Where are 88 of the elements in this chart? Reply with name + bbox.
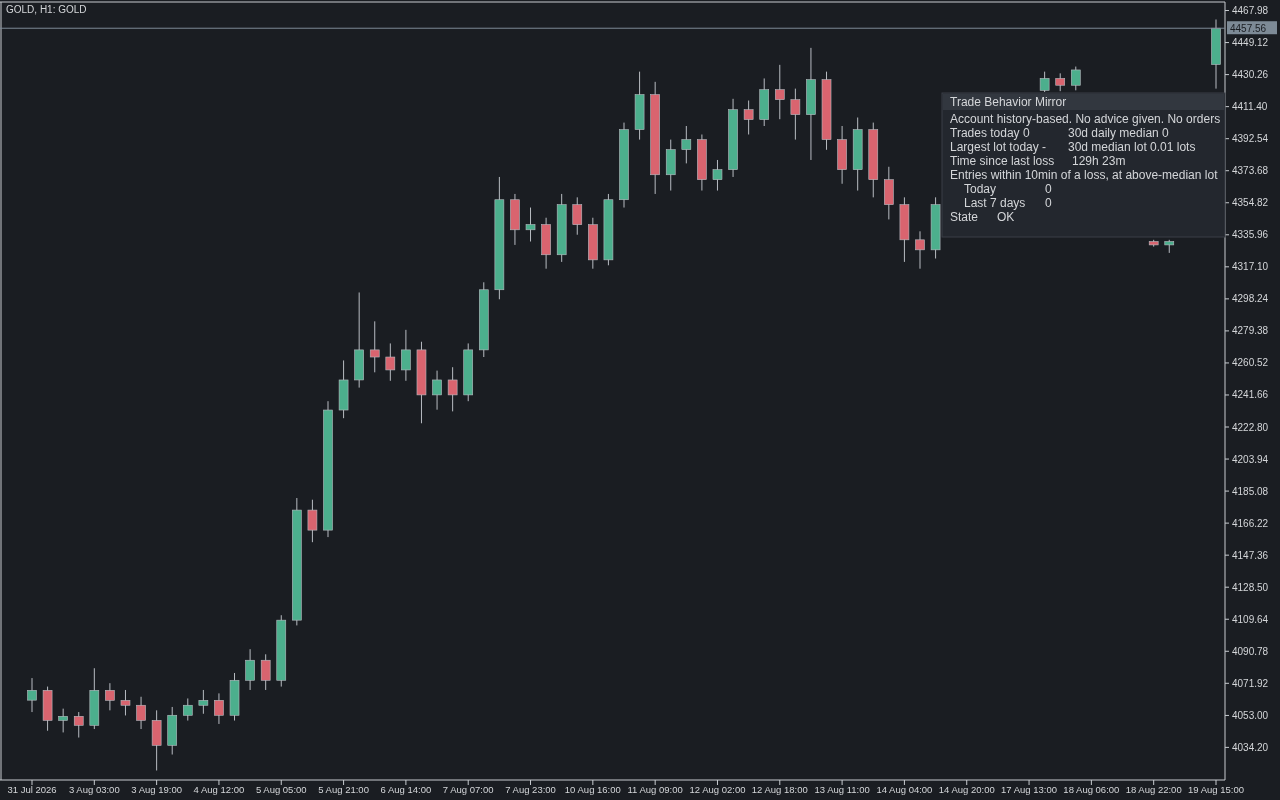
- annotation: Largest lot today -: [950, 140, 1047, 154]
- candlestick: [525, 207, 536, 243]
- x-tick-label: 17 Aug 13:00: [1001, 784, 1058, 795]
- chart-title: GOLD, H1: GOLD: [6, 4, 87, 15]
- x-tick-label: 14 Aug 20:00: [938, 784, 995, 795]
- candlestick: [774, 64, 785, 120]
- annotation: Account history-based. No advice given. No orders: [950, 112, 1221, 126]
- y-tick-label: 4392.54: [1232, 133, 1269, 145]
- y-tick-label: 4335.96: [1232, 229, 1269, 241]
- y-tick-label: 4109.64: [1232, 613, 1269, 625]
- y-tick-label: 4147.36: [1232, 549, 1269, 561]
- y-tick-label: 4279.38: [1232, 325, 1269, 337]
- candlestick: [120, 689, 131, 716]
- candlestick: [27, 677, 37, 713]
- ref-line-label: 4457.56: [1230, 22, 1267, 34]
- candlestick: [447, 366, 458, 412]
- candlestick: [1070, 66, 1081, 91]
- annotation: State: [950, 210, 979, 224]
- candlestick: [214, 692, 224, 725]
- candlestick: [712, 159, 723, 192]
- y-tick-label: 4128.50: [1232, 581, 1269, 593]
- annotation: OK: [997, 210, 1015, 224]
- annotation: 0: [1045, 196, 1052, 210]
- x-tick-label: 7 Aug 23:00: [505, 784, 556, 795]
- candlestick: [260, 653, 271, 691]
- candlestick: [136, 696, 146, 730]
- x-tick-label: 31 Jul 2026: [7, 784, 57, 795]
- candlestick: [743, 100, 754, 135]
- annotation: Today: [964, 182, 997, 196]
- y-tick-label: 4411.40: [1232, 101, 1268, 113]
- candlestick: [790, 88, 801, 141]
- candlestick: [182, 697, 193, 722]
- y-tick-label: 4298.24: [1232, 293, 1269, 305]
- candlestick: [432, 370, 442, 411]
- x-tick-label: 6 Aug 14:00: [380, 784, 432, 795]
- candlestick: [369, 320, 380, 373]
- candlestick: [1039, 71, 1050, 93]
- x-tick-label: 5 Aug 21:00: [318, 784, 369, 795]
- x-tick-label: 3 Aug 19:00: [131, 784, 182, 795]
- x-tick-label: 11 Aug 09:00: [627, 784, 683, 795]
- y-tick-label: 4203.94: [1232, 453, 1269, 465]
- candlestick: [915, 230, 925, 270]
- x-tick-label: 3 Aug 03:00: [68, 784, 120, 795]
- x-tick-label: 14 Aug 04:00: [876, 784, 933, 795]
- y-tick-label: 4166.22: [1232, 517, 1269, 529]
- candlestick: [198, 689, 209, 715]
- candlestick: [385, 342, 396, 382]
- x-tick-label: 12 Aug 18:00: [751, 784, 808, 795]
- candlestick: [58, 708, 68, 733]
- annotation: Time since last loss: [950, 154, 1055, 168]
- x-tick-label: 7 Aug 07:00: [442, 784, 494, 795]
- annotation: 0: [1045, 182, 1052, 196]
- x-tick-label: 18 Aug 06:00: [1063, 784, 1120, 795]
- annotation: Entries within 10min of a loss, at above-median lot: [950, 168, 1219, 182]
- candlestick: [245, 648, 255, 691]
- annotation: Last 7 days: [964, 196, 1026, 210]
- y-tick-label: 4034.20: [1232, 741, 1269, 753]
- y-tick-label: 4090.78: [1232, 645, 1269, 657]
- x-tick-label: 10 Aug 16:00: [564, 784, 621, 795]
- x-tick-label: 5 Aug 05:00: [255, 784, 307, 795]
- annotation: 30d daily median 0: [1068, 126, 1170, 140]
- y-tick-label: 4317.10: [1232, 261, 1269, 273]
- candlestick: [105, 682, 115, 711]
- x-tick-label: 4 Aug 12:00: [193, 784, 245, 795]
- candlestick: [307, 499, 318, 543]
- x-tick-label: 13 Aug 11:00: [814, 784, 870, 795]
- y-tick-label: 4053.00: [1232, 709, 1269, 721]
- y-tick-label: 4373.68: [1232, 165, 1269, 177]
- annotation: 129h 23m: [1072, 154, 1126, 168]
- y-tick-label: 4185.08: [1232, 485, 1269, 497]
- candlestick: [73, 711, 84, 739]
- y-tick-label: 4449.12: [1232, 37, 1269, 49]
- x-tick-label: 18 Aug 22:00: [1125, 784, 1182, 795]
- candlestick: [681, 125, 692, 164]
- annotation: Trade Behavior Mirror: [950, 95, 1067, 109]
- x-tick-label: 19 Aug 15:00: [1188, 784, 1244, 795]
- y-tick-label: 4260.52: [1232, 357, 1269, 369]
- y-tick-label: 4354.82: [1232, 197, 1269, 209]
- candlestick: [401, 329, 411, 382]
- y-tick-label: 4430.26: [1232, 69, 1269, 81]
- y-tick-label: 4071.92: [1232, 677, 1269, 689]
- y-tick-label: 4241.66: [1232, 389, 1269, 401]
- y-tick-label: 4467.98: [1232, 5, 1269, 17]
- x-tick-label: 12 Aug 02:00: [689, 784, 746, 795]
- annotation: 30d median lot 0.01 lots: [1068, 140, 1196, 154]
- y-tick-label: 4222.80: [1232, 421, 1269, 433]
- annotation: Trades today 0: [950, 126, 1030, 140]
- candlestick: [572, 196, 583, 236]
